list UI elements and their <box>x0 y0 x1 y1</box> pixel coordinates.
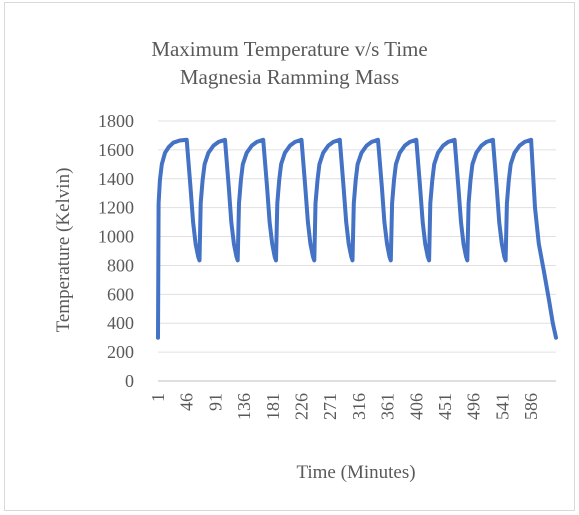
y-tick-label: 200 <box>107 342 134 362</box>
x-tick-label: 316 <box>349 393 369 420</box>
chart-subtitle: Magnesia Ramming Mass <box>179 65 400 89</box>
x-tick-label: 586 <box>521 393 541 420</box>
y-tick-label: 1600 <box>98 140 134 160</box>
gridlines <box>158 120 556 382</box>
chart-title: Maximum Temperature v/s Time <box>151 37 428 61</box>
x-tick-label: 1 <box>148 393 168 402</box>
series-line <box>156 137 558 340</box>
y-tick-label: 600 <box>107 284 134 304</box>
x-tick-label: 496 <box>464 393 484 420</box>
x-tick-label: 136 <box>234 393 254 420</box>
x-tick-label: 91 <box>205 393 225 411</box>
chart-frame <box>4 2 575 511</box>
y-tick-label: 1800 <box>98 111 134 131</box>
x-tick-label: 541 <box>492 393 512 420</box>
x-tick-label: 451 <box>435 393 455 420</box>
x-tick-label: 46 <box>177 393 197 411</box>
x-tick-label: 226 <box>292 393 312 420</box>
series-layer <box>156 137 558 340</box>
y-tick-label: 800 <box>107 255 134 275</box>
y-tick-label: 0 <box>125 371 134 391</box>
y-axis-ticks: 0 200 400 600 800 1000 1200 1400 1600 1800 <box>98 111 134 391</box>
y-axis-label: Temperature (Kelvin) <box>53 168 74 333</box>
y-tick-label: 1000 <box>98 227 134 247</box>
y-tick-label: 400 <box>107 313 134 333</box>
y-tick-label: 1200 <box>98 198 134 218</box>
x-tick-label: 406 <box>406 393 426 420</box>
x-tick-label: 181 <box>263 393 283 420</box>
x-axis-ticks: 1 46 91 136 181 226 271 316 361 406 451 496 541 586 <box>148 393 541 420</box>
x-axis-label: Time (Minutes) <box>296 462 415 483</box>
x-tick-label: 361 <box>378 393 398 420</box>
y-tick-label: 1400 <box>98 169 134 189</box>
x-tick-label: 271 <box>320 393 340 420</box>
